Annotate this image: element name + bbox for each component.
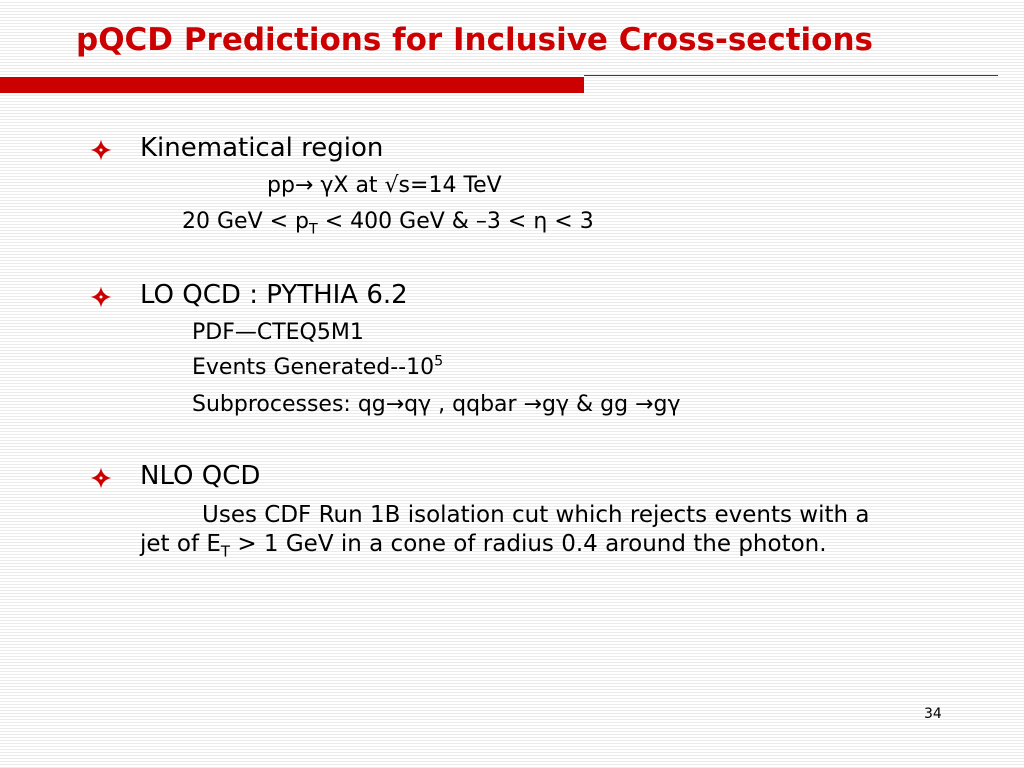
events-generated-exponent: 5 [434, 353, 444, 370]
subprocesses-line: Subprocesses: qg→qγ , qqbar →gγ & gg →gγ [192, 392, 681, 417]
section-heading-kinematical-region: Kinematical region [140, 133, 384, 163]
kinematics-cuts-subscript: T [309, 221, 318, 238]
isolation-cut-text-b: > 1 GeV in a cone of radius 0.4 around t… [230, 531, 827, 557]
isolation-cut-line-2: jet of ET > 1 GeV in a cone of radius 0.… [140, 531, 827, 559]
kinematics-cuts-text-b: < 400 GeV & –3 < η < 3 [317, 209, 594, 234]
kinematics-process-line: pp→ γX at √s=14 TeV [267, 173, 502, 198]
kinematics-cuts-text-a: 20 GeV < p [182, 209, 310, 234]
diamond-bullet-icon [90, 286, 112, 308]
section-heading-nlo-qcd: NLO QCD [140, 461, 261, 491]
pdf-line: PDF—CTEQ5M1 [192, 320, 364, 345]
slide-title: pQCD Predictions for Inclusive Cross-sec… [76, 22, 873, 58]
events-generated-text: Events Generated--10 [192, 355, 435, 380]
page-number: 34 [924, 706, 942, 722]
section-heading-lo-qcd: LO QCD : PYTHIA 6.2 [140, 280, 408, 310]
isolation-cut-subscript: T [220, 542, 231, 561]
diamond-bullet-icon [90, 467, 112, 489]
events-generated-line: Events Generated--105 [192, 355, 443, 380]
isolation-cut-text-a: jet of E [140, 531, 221, 557]
title-accent-line [584, 75, 998, 76]
kinematics-cuts-line: 20 GeV < pT < 400 GeV & –3 < η < 3 [182, 209, 594, 238]
title-accent-bar [0, 77, 584, 93]
isolation-cut-line-1: Uses CDF Run 1B isolation cut which reje… [202, 502, 870, 528]
diamond-bullet-icon [90, 139, 112, 161]
